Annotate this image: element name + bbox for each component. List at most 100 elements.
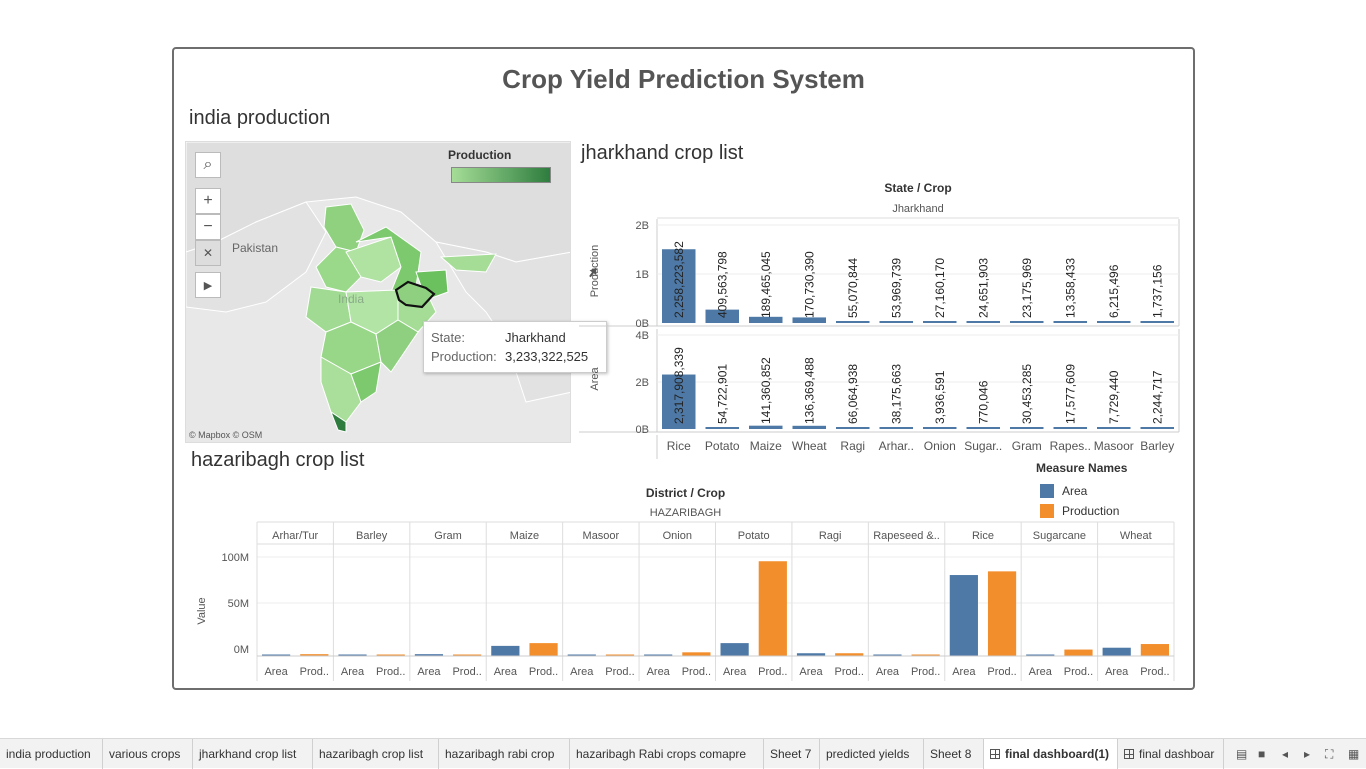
tab-label: hazaribagh Rabi crops comapre	[576, 747, 747, 761]
bar-masoor-production	[1097, 321, 1131, 323]
column-header: Maize	[510, 530, 539, 542]
column-header: Barley	[356, 530, 388, 542]
bar-rapes-production	[1053, 321, 1087, 323]
legend-item-production[interactable]: Production	[1036, 501, 1186, 521]
bar-arhartur-production	[300, 654, 329, 656]
data-label: 23,175,969	[1020, 258, 1034, 318]
bar-gram-production	[1010, 321, 1044, 323]
data-label: 3,936,591	[933, 370, 947, 424]
bar-ragi-production	[835, 653, 864, 656]
map-section-title: india production	[189, 107, 331, 129]
y-tick-label: 50M	[228, 598, 249, 610]
map-toolbar-toggle[interactable]: ▶	[195, 272, 221, 298]
bar-maize-area	[749, 425, 783, 429]
tab-sheet-7[interactable]: Sheet 7	[764, 739, 820, 769]
x-tick-label: Masoor	[1094, 439, 1134, 453]
tab-hazaribagh-rabi-crops-compare[interactable]: hazaribagh Rabi crops comapre	[570, 739, 764, 769]
bar-sugarcane-production	[1064, 649, 1093, 656]
bar-gram-production	[453, 654, 482, 656]
jharkhand-chart[interactable]: State / CropJharkhand0B1B2BProduction2,2…	[579, 179, 1184, 459]
tab-predicted-yields[interactable]: predicted yields	[820, 739, 924, 769]
pin-reset-icon: ✕	[202, 246, 214, 260]
x-sub-label: Area	[876, 666, 900, 678]
x-sub-label: Prod..	[987, 666, 1016, 678]
previous-sheet-icon[interactable]: ◂	[1282, 747, 1289, 761]
bar-potato-area	[720, 643, 749, 656]
map-search-button[interactable]: ⌕	[195, 152, 221, 178]
sheet-tab-bar: india production various crops jharkhand…	[0, 738, 1366, 769]
map-legend-title: Production	[448, 148, 512, 162]
tab-label: final dashboar	[1139, 747, 1215, 761]
bar-arhar-area	[879, 427, 913, 429]
pin-reset-button[interactable]: ✕	[195, 240, 221, 266]
tab-various-crops[interactable]: various crops	[103, 739, 193, 769]
x-sub-label: Area	[1029, 666, 1053, 678]
x-sub-label: Prod..	[300, 666, 329, 678]
tab-hazaribagh-crop-list[interactable]: hazaribagh crop list	[313, 739, 439, 769]
x-sub-label: Prod..	[376, 666, 405, 678]
data-label: 66,064,938	[846, 364, 860, 424]
map-label-india: India	[338, 292, 365, 306]
data-label: 6,215,496	[1107, 264, 1121, 318]
zoom-out-button[interactable]: −	[195, 214, 221, 240]
jharkhand-section-title: jharkhand crop list	[581, 142, 744, 164]
fit-view-icon[interactable]: ⛶	[1325, 747, 1334, 761]
legend-item-area[interactable]: Area	[1036, 481, 1186, 501]
bar-gram-area	[1010, 427, 1044, 429]
bar-barley-area	[1140, 427, 1174, 429]
tab-hazaribagh-rabi-crop[interactable]: hazaribagh rabi crop	[439, 739, 570, 769]
data-label: 2,317,908,339	[672, 347, 686, 424]
x-sub-label: Prod..	[835, 666, 864, 678]
tab-jharkhand-crop-list[interactable]: jharkhand crop list	[193, 739, 313, 769]
mapbox-credit[interactable]: © Mapbox © OSM	[189, 430, 263, 440]
column-header: Sugarcane	[1033, 530, 1086, 542]
x-sub-label: Area	[264, 666, 288, 678]
x-sub-label: Area	[952, 666, 976, 678]
y-tick-label: 1B	[636, 269, 649, 281]
search-icon: ⌕	[203, 156, 213, 173]
filmstrip-icon[interactable]: ▤	[1236, 747, 1248, 761]
map-tooltip: State: Jharkhand Production: 3,233,322,525	[423, 321, 607, 373]
x-sub-label: Area	[799, 666, 823, 678]
tab-india-production[interactable]: india production	[0, 739, 103, 769]
bar-rice-production	[987, 571, 1017, 656]
tab-label: Sheet 7	[770, 747, 812, 761]
bar-wheat-production	[1140, 644, 1169, 656]
measure-legend-title: Measure Names	[1036, 461, 1128, 475]
y-tick-label: 0B	[636, 424, 649, 436]
column-header: Onion	[663, 530, 692, 542]
x-sub-label: Prod..	[605, 666, 634, 678]
tabs-view-icon[interactable]: ■	[1258, 747, 1266, 761]
bar-potato-area	[705, 427, 739, 429]
tab-final-dashboard[interactable]: final dashboar	[1118, 739, 1224, 769]
bar-rapeseed-production	[911, 654, 940, 656]
bar-gram-area	[414, 654, 444, 656]
bar-sugarcane-area	[1026, 654, 1055, 656]
data-label: 1,737,156	[1150, 264, 1164, 318]
x-tick-label: Maize	[750, 439, 782, 453]
x-sub-label: Prod..	[1140, 666, 1169, 678]
x-sub-label: Area	[570, 666, 594, 678]
x-sub-label: Area	[647, 666, 671, 678]
legend-swatch-area	[1040, 484, 1054, 498]
bar-potato-production	[705, 309, 739, 323]
india-map[interactable]: ⌕ + − ✕ ▶ Production Pakistan India © Ma…	[185, 141, 571, 443]
measure-names-legend[interactable]: Measure Names Area Production	[1036, 461, 1186, 521]
bar-rapeseed-area	[873, 654, 902, 656]
grid-view-icon[interactable]: ▦	[1348, 747, 1360, 761]
data-label: 54,722,901	[715, 364, 729, 424]
hazaribagh-chart[interactable]: District / Crop HAZARIBAGH 0M 50M 100M Value A…	[189, 481, 1189, 681]
tab-label: jharkhand crop list	[199, 747, 297, 761]
data-label: 17,577,609	[1063, 364, 1077, 424]
tab-final-dashboard-1[interactable]: final dashboard(1)	[984, 739, 1118, 769]
next-sheet-icon[interactable]: ▸	[1304, 747, 1311, 761]
bar-onion-area	[923, 427, 957, 429]
data-label: 30,453,285	[1020, 364, 1034, 424]
x-tick-label: Arhar..	[879, 439, 914, 453]
x-sub-label: Prod..	[452, 666, 481, 678]
tab-sheet-8[interactable]: Sheet 8	[924, 739, 984, 769]
x-tick-label: Rapes..	[1050, 439, 1091, 453]
zoom-in-button[interactable]: +	[195, 188, 221, 214]
y-tick-label: 2B	[636, 220, 649, 232]
column-header: Rapeseed &..	[873, 530, 940, 542]
